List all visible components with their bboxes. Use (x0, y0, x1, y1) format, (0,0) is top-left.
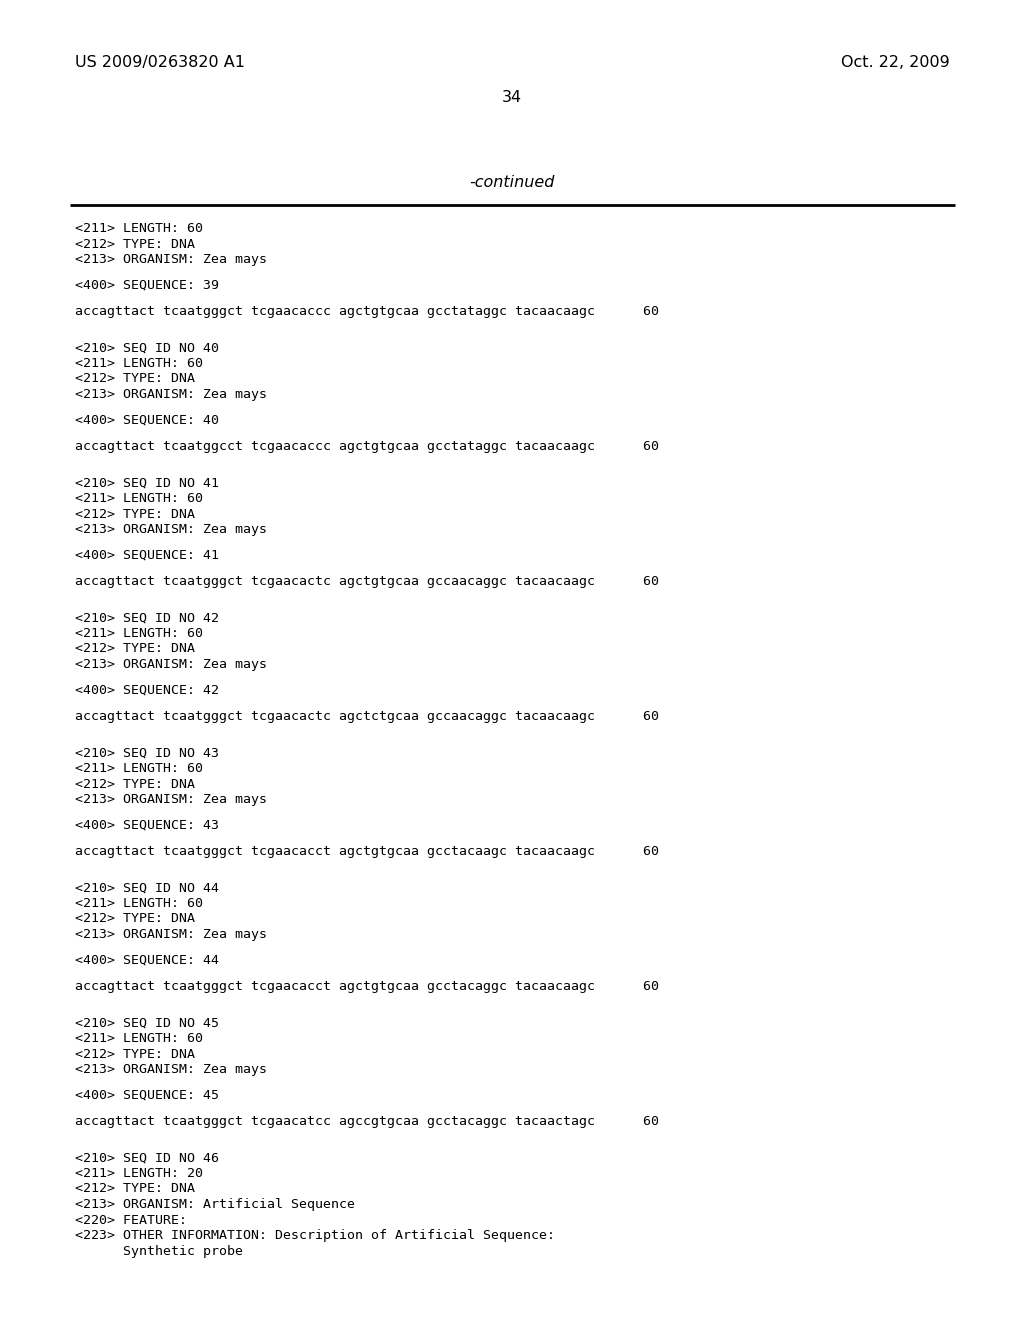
Text: <212> TYPE: DNA: <212> TYPE: DNA (75, 238, 195, 251)
Text: accagttact tcaatgggct tcgaacaccc agctgtgcaa gcctataggc tacaacaagc      60: accagttact tcaatgggct tcgaacaccc agctgtg… (75, 305, 659, 318)
Text: <400> SEQUENCE: 43: <400> SEQUENCE: 43 (75, 818, 219, 832)
Text: <223> OTHER INFORMATION: Description of Artificial Sequence:: <223> OTHER INFORMATION: Description of … (75, 1229, 555, 1242)
Text: <210> SEQ ID NO 46: <210> SEQ ID NO 46 (75, 1151, 219, 1164)
Text: <211> LENGTH: 60: <211> LENGTH: 60 (75, 762, 203, 775)
Text: accagttact tcaatgggct tcgaacacct agctgtgcaa gcctacaggc tacaacaagc      60: accagttact tcaatgggct tcgaacacct agctgtg… (75, 979, 659, 993)
Text: accagttact tcaatggcct tcgaacaccc agctgtgcaa gcctataggc tacaacaagc      60: accagttact tcaatggcct tcgaacaccc agctgtg… (75, 440, 659, 453)
Text: <400> SEQUENCE: 41: <400> SEQUENCE: 41 (75, 549, 219, 562)
Text: <212> TYPE: DNA: <212> TYPE: DNA (75, 1048, 195, 1060)
Text: accagttact tcaatgggct tcgaacactc agctctgcaa gccaacaggc tacaacaagc      60: accagttact tcaatgggct tcgaacactc agctctg… (75, 710, 659, 723)
Text: accagttact tcaatgggct tcgaacactc agctgtgcaa gccaacaggc tacaacaagc      60: accagttact tcaatgggct tcgaacactc agctgtg… (75, 576, 659, 587)
Text: <211> LENGTH: 60: <211> LENGTH: 60 (75, 627, 203, 640)
Text: <213> ORGANISM: Zea mays: <213> ORGANISM: Zea mays (75, 793, 267, 807)
Text: <211> LENGTH: 60: <211> LENGTH: 60 (75, 1032, 203, 1045)
Text: <210> SEQ ID NO 43: <210> SEQ ID NO 43 (75, 747, 219, 759)
Text: <213> ORGANISM: Artificial Sequence: <213> ORGANISM: Artificial Sequence (75, 1199, 355, 1210)
Text: <210> SEQ ID NO 42: <210> SEQ ID NO 42 (75, 611, 219, 624)
Text: <400> SEQUENCE: 39: <400> SEQUENCE: 39 (75, 279, 219, 292)
Text: <212> TYPE: DNA: <212> TYPE: DNA (75, 912, 195, 925)
Text: accagttact tcaatgggct tcgaacacct agctgtgcaa gcctacaagc tacaacaagc      60: accagttact tcaatgggct tcgaacacct agctgtg… (75, 845, 659, 858)
Text: <211> LENGTH: 60: <211> LENGTH: 60 (75, 356, 203, 370)
Text: <211> LENGTH: 60: <211> LENGTH: 60 (75, 898, 203, 909)
Text: <211> LENGTH: 20: <211> LENGTH: 20 (75, 1167, 203, 1180)
Text: <210> SEQ ID NO 44: <210> SEQ ID NO 44 (75, 882, 219, 895)
Text: <213> ORGANISM: Zea mays: <213> ORGANISM: Zea mays (75, 1063, 267, 1076)
Text: <213> ORGANISM: Zea mays: <213> ORGANISM: Zea mays (75, 657, 267, 671)
Text: <213> ORGANISM: Zea mays: <213> ORGANISM: Zea mays (75, 388, 267, 401)
Text: Synthetic probe: Synthetic probe (75, 1245, 243, 1258)
Text: <400> SEQUENCE: 42: <400> SEQUENCE: 42 (75, 684, 219, 697)
Text: <212> TYPE: DNA: <212> TYPE: DNA (75, 507, 195, 520)
Text: <400> SEQUENCE: 40: <400> SEQUENCE: 40 (75, 414, 219, 426)
Text: <211> LENGTH: 60: <211> LENGTH: 60 (75, 222, 203, 235)
Text: <210> SEQ ID NO 40: <210> SEQ ID NO 40 (75, 342, 219, 355)
Text: US 2009/0263820 A1: US 2009/0263820 A1 (75, 55, 245, 70)
Text: <212> TYPE: DNA: <212> TYPE: DNA (75, 372, 195, 385)
Text: <211> LENGTH: 60: <211> LENGTH: 60 (75, 492, 203, 506)
Text: <210> SEQ ID NO 45: <210> SEQ ID NO 45 (75, 1016, 219, 1030)
Text: <400> SEQUENCE: 45: <400> SEQUENCE: 45 (75, 1089, 219, 1102)
Text: 34: 34 (502, 90, 522, 106)
Text: <212> TYPE: DNA: <212> TYPE: DNA (75, 643, 195, 656)
Text: <213> ORGANISM: Zea mays: <213> ORGANISM: Zea mays (75, 928, 267, 941)
Text: -continued: -continued (469, 176, 555, 190)
Text: accagttact tcaatgggct tcgaacatcc agccgtgcaa gcctacaggc tacaactagc      60: accagttact tcaatgggct tcgaacatcc agccgtg… (75, 1115, 659, 1129)
Text: Oct. 22, 2009: Oct. 22, 2009 (842, 55, 950, 70)
Text: <213> ORGANISM: Zea mays: <213> ORGANISM: Zea mays (75, 523, 267, 536)
Text: <400> SEQUENCE: 44: <400> SEQUENCE: 44 (75, 954, 219, 968)
Text: <212> TYPE: DNA: <212> TYPE: DNA (75, 777, 195, 791)
Text: <213> ORGANISM: Zea mays: <213> ORGANISM: Zea mays (75, 253, 267, 267)
Text: <220> FEATURE:: <220> FEATURE: (75, 1213, 187, 1226)
Text: <210> SEQ ID NO 41: <210> SEQ ID NO 41 (75, 477, 219, 490)
Text: <212> TYPE: DNA: <212> TYPE: DNA (75, 1183, 195, 1196)
